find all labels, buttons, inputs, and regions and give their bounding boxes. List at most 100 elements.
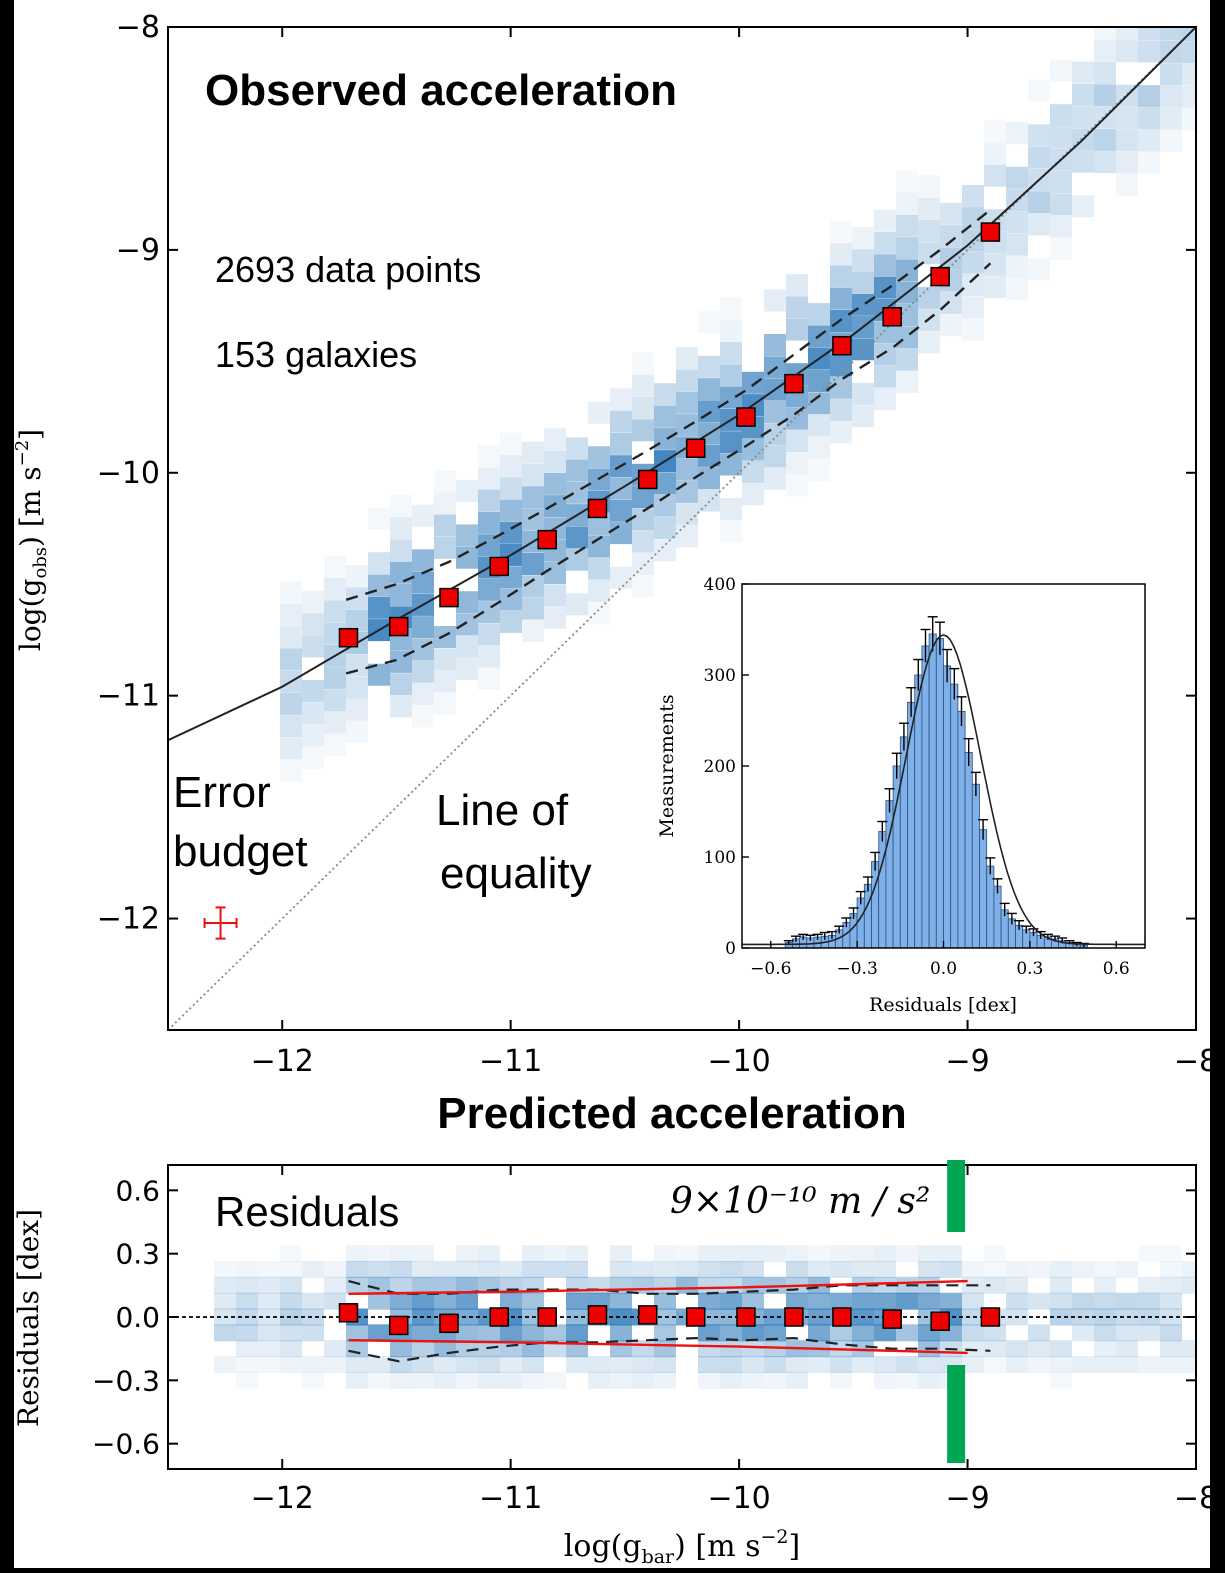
density-cell	[412, 616, 434, 639]
density-cell	[918, 219, 940, 242]
density-cell	[764, 423, 786, 446]
error-budget-label-line2: budget	[173, 827, 308, 876]
histogram-bar	[935, 638, 944, 949]
residual-density-cell	[500, 1324, 522, 1342]
density-cell	[610, 522, 632, 545]
density-cell	[1072, 61, 1094, 84]
residual-density-cell	[852, 1276, 874, 1294]
density-cell	[764, 467, 786, 490]
residual-density-cell	[874, 1245, 896, 1263]
histogram-bar	[993, 885, 1002, 949]
residual-density-cell	[390, 1245, 412, 1263]
residual-density-cell	[610, 1308, 632, 1326]
density-cell	[390, 561, 412, 584]
threshold-marker-bottom	[947, 1365, 966, 1463]
density-cell	[896, 370, 918, 393]
residual-density-cell	[412, 1340, 434, 1358]
inset-y-tick-label: 400	[704, 575, 736, 595]
residual-density-cell	[324, 1356, 346, 1373]
density-cell	[1072, 106, 1094, 129]
residual-density-cell	[544, 1261, 566, 1278]
density-cell	[566, 593, 588, 616]
inset-y-axis-label: Measurements	[656, 694, 678, 837]
residual-density-cell	[500, 1371, 522, 1389]
density-cell	[324, 667, 346, 690]
residual-density-cell	[764, 1371, 786, 1389]
density-cell	[808, 459, 830, 482]
inset-x-tick-label: −0.6	[750, 959, 791, 979]
main-x-tick-label: −8	[1174, 1044, 1218, 1079]
density-cell	[1116, 129, 1138, 152]
residual-marker	[388, 1315, 409, 1336]
density-cell	[368, 596, 390, 619]
density-cell	[698, 400, 720, 423]
residual-density-cell	[676, 1261, 698, 1278]
histogram-bar	[856, 897, 865, 949]
density-cell	[764, 445, 786, 468]
density-cell	[1050, 215, 1072, 238]
residual-density-cell	[412, 1324, 434, 1342]
histogram-bar	[921, 645, 930, 949]
density-cell	[1006, 166, 1028, 189]
residual-density-cell	[984, 1340, 1006, 1358]
threshold-label: 9×10⁻¹⁰ m / s²	[670, 1181, 930, 1222]
residual-density-cell	[984, 1261, 1006, 1278]
residual-density-cell	[962, 1340, 984, 1358]
residual-density-cell	[654, 1324, 676, 1342]
residual-density-cell	[236, 1356, 258, 1373]
density-cell	[918, 242, 940, 265]
density-cell	[302, 746, 324, 769]
density-cell	[896, 170, 918, 193]
fit-curve	[168, 27, 1196, 742]
density-cell	[720, 520, 742, 543]
residual-density-cell	[632, 1371, 654, 1389]
density-cell	[874, 232, 896, 254]
residual-density-cell	[764, 1324, 786, 1342]
density-cell	[566, 481, 588, 504]
residual-density-cell	[808, 1292, 830, 1310]
residual-density-cell	[346, 1340, 368, 1358]
binned-marker	[439, 587, 459, 608]
residuals-y-tick-label: −0.6	[92, 1428, 160, 1461]
residual-density-cell	[852, 1261, 874, 1278]
residual-density-cell	[1094, 1356, 1116, 1373]
histogram-bar	[878, 831, 887, 949]
residual-density-cell	[566, 1292, 588, 1310]
binned-marker	[685, 438, 706, 459]
density-cell	[588, 401, 610, 424]
main-x-tick-label: −9	[945, 1044, 989, 1079]
residual-density-cell	[654, 1371, 676, 1389]
density-cell	[764, 400, 786, 423]
density-cell	[544, 428, 566, 451]
density-cell	[1028, 258, 1050, 281]
threshold-marker-top	[947, 1160, 966, 1232]
residual-density-cell	[390, 1292, 412, 1310]
density-cell	[896, 237, 918, 260]
residual-density-cell	[566, 1245, 588, 1263]
residual-density-cell	[742, 1245, 764, 1263]
residual-density-cell	[1160, 1356, 1182, 1373]
density-cell	[720, 364, 742, 387]
residual-density-cell	[1006, 1276, 1028, 1294]
density-cell	[478, 623, 500, 646]
galaxies-count: 153 galaxies	[215, 334, 417, 375]
density-cell	[830, 421, 852, 444]
residual-marker	[537, 1307, 557, 1327]
residual-marker	[882, 1309, 902, 1329]
residual-density-cell	[698, 1245, 720, 1263]
residual-density-cell	[874, 1276, 896, 1294]
density-cell	[1050, 193, 1072, 216]
density-cell	[896, 259, 918, 282]
density-cell	[456, 479, 478, 502]
density-cell	[896, 192, 918, 215]
residual-density-cell	[852, 1356, 874, 1373]
residuals-title: Residuals	[215, 1188, 399, 1235]
density-cell	[984, 276, 1006, 299]
inset-y-tick-label: 100	[704, 848, 736, 868]
residual-density-cell	[984, 1276, 1006, 1294]
binned-marker	[637, 469, 658, 490]
density-cell	[632, 553, 654, 575]
residual-marker	[930, 1311, 950, 1331]
residual-marker	[338, 1303, 359, 1323]
